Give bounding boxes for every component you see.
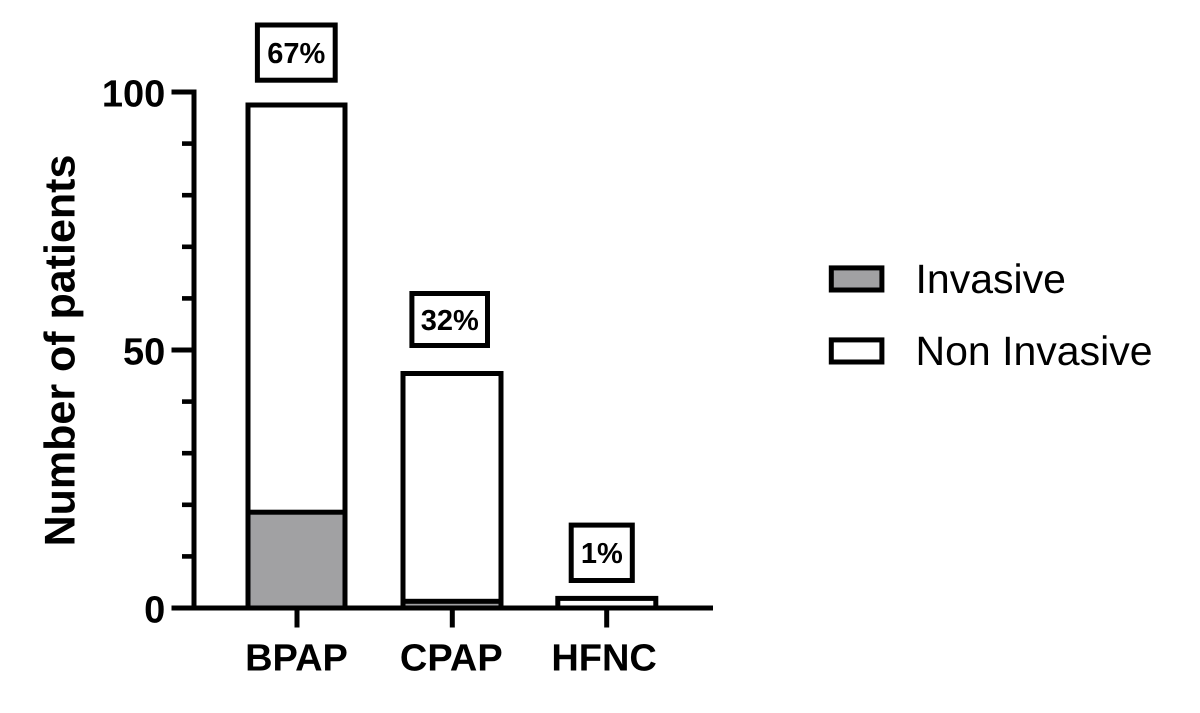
svg-text:50: 50 [123,331,165,373]
svg-text:0: 0 [144,589,165,631]
svg-text:Non Invasive: Non Invasive [916,328,1153,374]
svg-text:67%: 67% [267,38,325,70]
svg-text:Invasive: Invasive [916,256,1066,302]
svg-text:100: 100 [102,73,165,115]
svg-text:1%: 1% [581,538,623,570]
svg-text:32%: 32% [421,305,479,337]
svg-text:CPAP: CPAP [400,638,503,680]
svg-text:BPAP: BPAP [245,638,348,680]
svg-text:Number of patients: Number of patients [37,155,85,547]
svg-text:HFNC: HFNC [551,638,657,680]
